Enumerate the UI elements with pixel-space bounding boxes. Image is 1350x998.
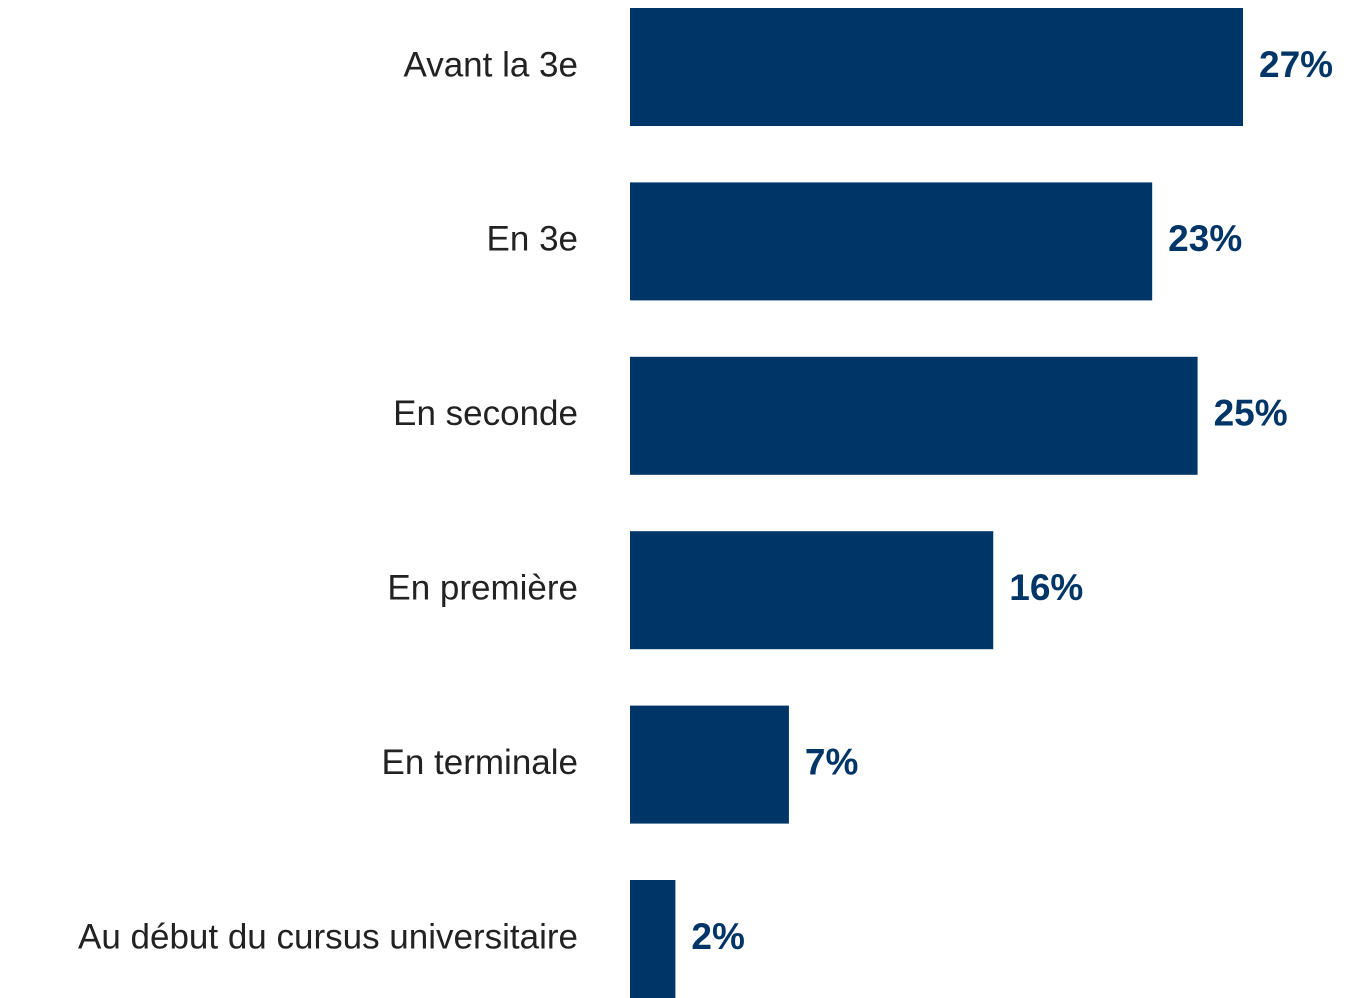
value-label: 16% <box>1009 567 1083 608</box>
value-label: 27% <box>1259 44 1333 85</box>
value-label: 7% <box>805 741 858 782</box>
value-label: 23% <box>1168 218 1242 259</box>
category-label: Au début du cursus universitaire <box>78 917 578 956</box>
category-label: En seconde <box>393 394 578 433</box>
value-label: 2% <box>691 916 744 957</box>
bar <box>630 356 1198 475</box>
bar <box>630 531 994 650</box>
bar <box>630 880 676 998</box>
bar <box>630 705 789 824</box>
value-label: 25% <box>1214 393 1288 434</box>
category-label: En première <box>387 568 578 607</box>
category-label: Avant la 3e <box>404 45 579 84</box>
bar <box>630 182 1153 301</box>
category-label: En terminale <box>382 743 578 782</box>
bar <box>630 8 1243 126</box>
category-label: En 3e <box>487 220 578 259</box>
